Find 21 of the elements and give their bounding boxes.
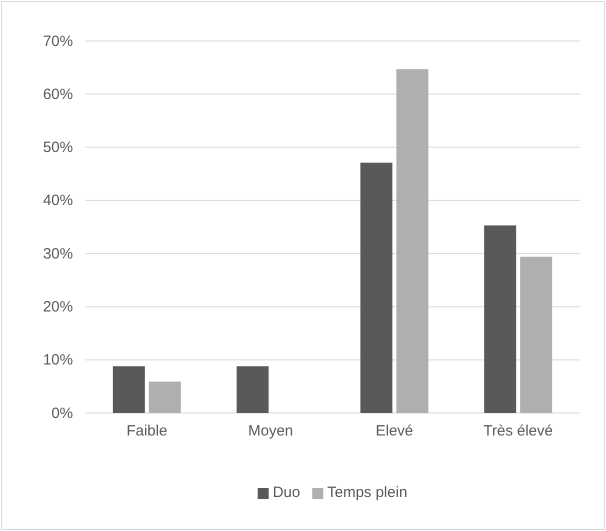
bar xyxy=(360,162,392,413)
legend-label: Duo xyxy=(272,484,300,501)
y-tick-label: 10% xyxy=(42,352,73,369)
bar xyxy=(484,225,516,413)
x-tick-label: Elevé xyxy=(376,422,414,440)
bar xyxy=(236,366,269,413)
bar xyxy=(148,382,181,413)
y-tick-label: 70% xyxy=(42,32,73,50)
y-tick-label: 0% xyxy=(51,404,73,422)
bar xyxy=(112,366,145,413)
x-tick-label: Très élevé xyxy=(483,422,553,440)
bar xyxy=(396,69,428,413)
x-tick-label: Moyen xyxy=(248,422,294,440)
y-tick-label: 30% xyxy=(42,245,73,262)
y-tick-label: 20% xyxy=(42,298,73,316)
y-tick-label: 60% xyxy=(42,86,73,103)
bar xyxy=(520,256,552,413)
legend-label: Temps plein xyxy=(327,484,408,501)
x-tick-label: Faible xyxy=(126,422,168,440)
y-tick-label: 40% xyxy=(42,192,73,210)
y-tick-label: 50% xyxy=(42,139,73,156)
